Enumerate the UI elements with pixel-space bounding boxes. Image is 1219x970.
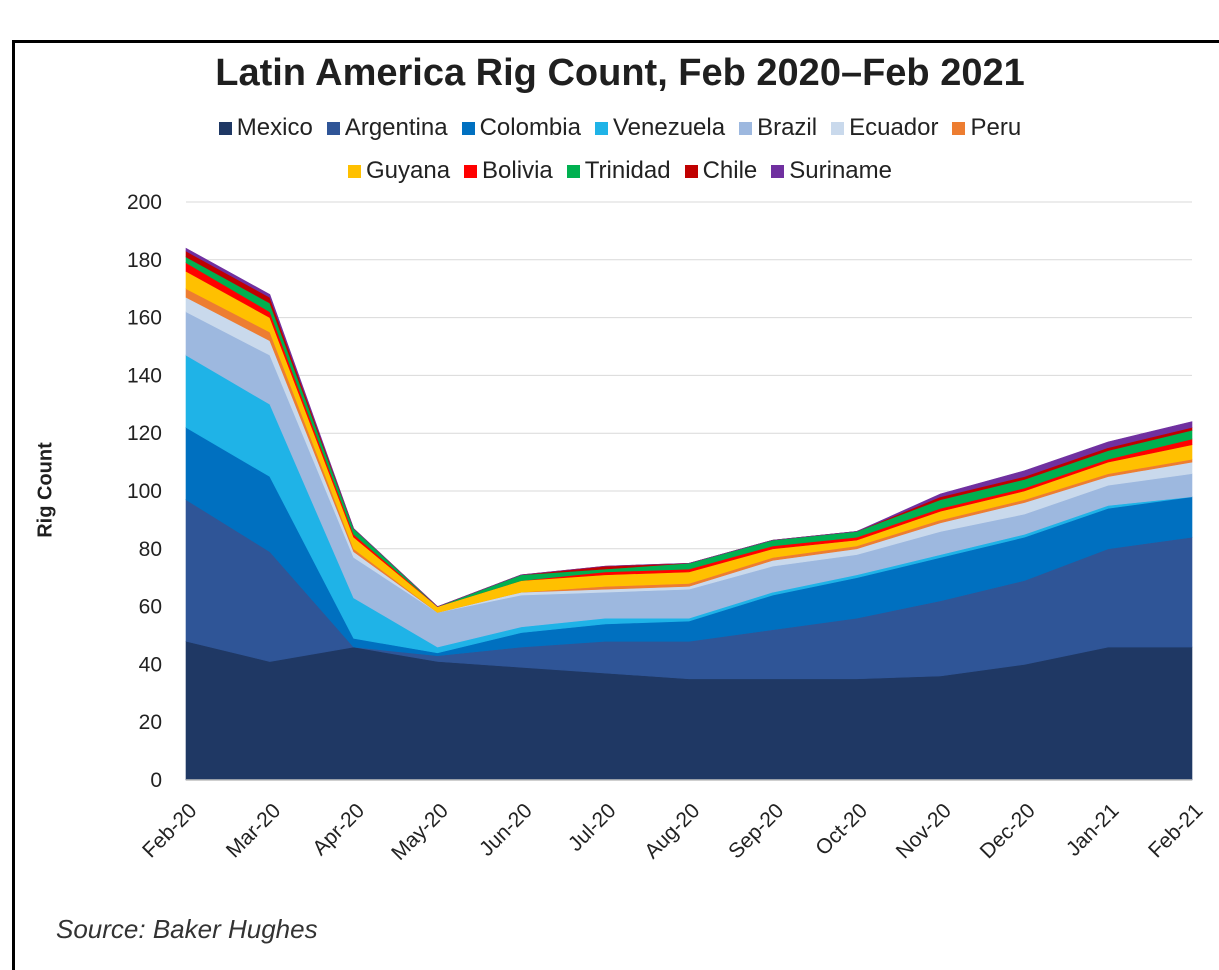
legend-swatch [739,121,753,135]
legend-item-guyana: Guyana [347,157,451,185]
chart-plot: 0 20 40 60 80 100 120 140 160 180 200 Feb-20 Mar-20 A… [127,191,1207,865]
legend-label: Chile [702,157,758,184]
legend-swatch [684,164,698,178]
y-tick-label: 60 [139,596,162,619]
y-tick-label: 0 [150,769,162,792]
x-tick-label: Dec-20 [976,799,1040,863]
y-tick-label: 160 [127,307,162,330]
legend-swatch [952,121,966,135]
x-tick-label: Jan-21 [1062,799,1124,861]
y-tick-label: 100 [127,480,162,503]
legend-item-argentina: Argentina [326,114,448,142]
legend-swatch [347,164,361,178]
legend-label: Mexico [236,114,313,141]
legend-row-1: Mexico Argentina Colombia Venezuela Brazil Ec… [0,114,1219,142]
x-tick-label: Feb-21 [1144,799,1207,862]
legend-swatch [461,121,475,135]
legend-item-trinidad: Trinidad [566,157,671,185]
source-note: Source: Baker Hughes [56,914,318,944]
legend-swatch [594,121,608,135]
x-tick-label: Jun-20 [475,799,537,861]
area-series-suriname [185,247,1193,607]
legend-item-suriname: Suriname [771,157,892,185]
legend-label: Argentina [344,114,448,141]
legend-swatch [326,121,340,135]
legend-item-brazil: Brazil [739,114,817,142]
chart-title: Latin America Rig Count, Feb 2020–Feb 20… [215,52,1025,94]
legend-item-bolivia: Bolivia [464,157,553,185]
chart-frame [12,40,1219,970]
legend-label: Venezuela [612,114,726,141]
legend-label: Trinidad [584,157,671,184]
x-tick-label: Apr-20 [308,799,369,860]
legend-item-ecuador: Ecuador [831,114,938,142]
y-tick-label: 180 [127,249,162,272]
legend-label: Bolivia [482,157,553,184]
y-tick-label: 200 [127,191,162,214]
legend-item-peru: Peru [952,114,1021,142]
legend-item-venezuela: Venezuela [594,114,726,142]
legend-row-2: Guyana Bolivia Trinidad Chile Suriname [0,157,1219,185]
legend-item-chile: Chile [684,157,758,185]
legend-swatch [218,121,232,135]
x-tick-label: Oct-20 [811,799,872,860]
legend-label: Guyana [365,157,451,184]
y-tick-label: 140 [127,364,162,387]
legend-item-mexico: Mexico [218,114,313,142]
x-tick-label: Nov-20 [892,799,956,863]
y-tick-label: 80 [139,538,162,561]
legend-swatch [566,164,580,178]
legend-label: Brazil [757,114,818,141]
legend-swatch [464,164,478,178]
legend-swatch [831,121,845,135]
legend-label: Peru [970,114,1022,141]
x-tick-label: May-20 [387,799,453,865]
legend-item-colombia: Colombia [461,114,581,142]
x-tick-label: Sep-20 [724,799,788,863]
y-tick-label: 40 [139,653,162,676]
x-tick-label: Jul-20 [564,799,621,856]
x-tick-label: Aug-20 [640,799,704,863]
legend-swatch [771,164,785,178]
legend-label: Colombia [479,114,581,141]
y-tick-label: 20 [139,711,162,734]
y-tick-label: 120 [127,422,162,445]
legend-label: Suriname [789,157,892,184]
x-tick-label: Feb-20 [138,799,201,862]
x-tick-label: Mar-20 [222,799,285,862]
legend-label: Ecuador [849,114,939,141]
